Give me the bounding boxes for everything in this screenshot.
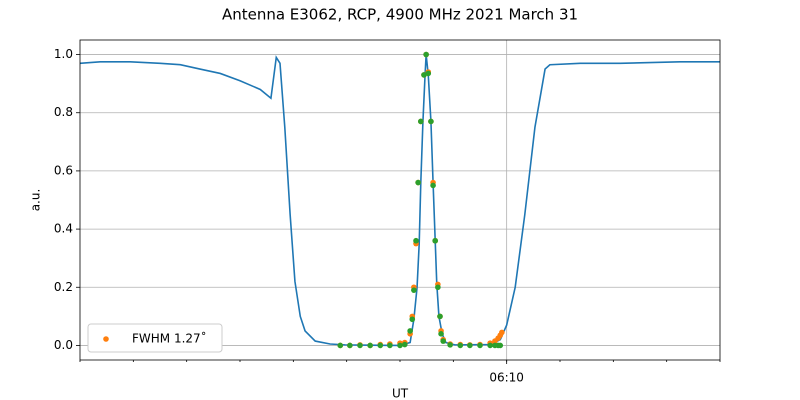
scatter-point (487, 342, 493, 349)
scatter-point (357, 342, 363, 349)
plot-frame (79, 39, 721, 361)
scatter-point (430, 182, 436, 189)
scatter-point (438, 331, 444, 337)
scatter-point (421, 72, 427, 78)
scatter-point (499, 329, 505, 336)
scatter-point (447, 342, 453, 348)
scatter-point (413, 237, 419, 244)
legend-marker (103, 336, 109, 342)
scatter-point (477, 342, 483, 349)
y-tick-label: 0.0 (54, 338, 73, 352)
scatter-point (440, 338, 447, 344)
chart-title: Antenna E3062, RCP, 4900 MHz 2021 March … (222, 6, 578, 24)
y-tick-label: 1.0 (54, 47, 73, 61)
legend-box (87, 323, 223, 353)
scatter-point (415, 179, 421, 186)
x-tick-label: 06:10 (489, 371, 524, 385)
scatter-point (467, 342, 473, 349)
scatter-point (397, 342, 403, 349)
scatter-point (347, 342, 353, 349)
scatter-point (377, 342, 384, 349)
y-tick-label: 0.2 (54, 280, 73, 294)
data-line (79, 54, 720, 347)
scatter-point (409, 316, 416, 323)
y-axis-label: a.u. (29, 189, 43, 212)
scatter-point (457, 342, 464, 349)
y-tick-label: 0.4 (54, 222, 73, 236)
scatter-point (432, 237, 439, 244)
scatter-point (428, 118, 434, 125)
x-axis-label: UT (392, 387, 409, 400)
y-tick-label: 0.6 (54, 163, 73, 177)
scatter-point (387, 342, 393, 349)
scatter-point (423, 51, 429, 58)
legend-label: FWHM 1.27˚ (132, 331, 207, 346)
y-tick-label: 0.8 (54, 105, 73, 119)
scatter-point (411, 287, 417, 293)
scatter-point (402, 341, 408, 348)
scatter-point (497, 342, 504, 349)
scatter-point (337, 342, 344, 349)
scatter-point (435, 284, 441, 291)
scatter-point (425, 70, 432, 77)
scatter-point (407, 328, 413, 334)
scatter-point (367, 342, 373, 349)
scatter-point (418, 118, 424, 125)
scatter-point (437, 313, 443, 320)
